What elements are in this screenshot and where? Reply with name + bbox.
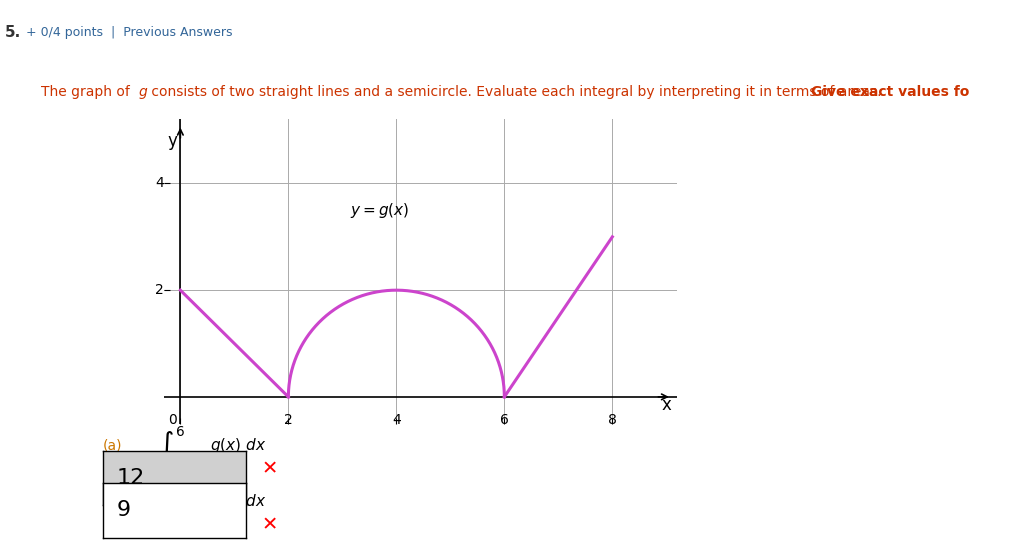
- Text: consists of two straight lines and a semicircle. Evaluate each integral by inter: consists of two straight lines and a sem…: [147, 85, 885, 99]
- Text: 0: 0: [168, 413, 176, 427]
- Text: 5.: 5.: [5, 25, 22, 40]
- Text: 9: 9: [117, 501, 131, 520]
- Text: $y = g(x)$: $y = g(x)$: [351, 201, 409, 220]
- Text: $\int_{2}^{8}$: $\int_{2}^{8}$: [159, 481, 186, 521]
- Text: The graph of: The graph of: [41, 85, 134, 99]
- Text: $g(x)\ dx$: $g(x)\ dx$: [210, 492, 267, 510]
- Text: g: g: [139, 85, 148, 99]
- Text: + 0/4 points  |  Previous Answers: + 0/4 points | Previous Answers: [26, 26, 232, 39]
- Text: 12: 12: [117, 468, 146, 488]
- Text: (a): (a): [103, 438, 122, 452]
- Text: ✕: ✕: [262, 516, 278, 534]
- Text: 4: 4: [392, 413, 401, 427]
- Text: (b): (b): [103, 494, 122, 508]
- Text: 6: 6: [500, 413, 509, 427]
- Text: Give exact values fo: Give exact values fo: [811, 85, 969, 99]
- Text: 2: 2: [284, 413, 292, 427]
- Text: $g(x)\ dx$: $g(x)\ dx$: [210, 435, 267, 454]
- Text: $\int_{2}^{6}$: $\int_{2}^{6}$: [159, 425, 186, 465]
- Text: 8: 8: [608, 413, 617, 427]
- Text: 4: 4: [155, 176, 164, 191]
- Text: y: y: [167, 132, 177, 150]
- Text: ✕: ✕: [262, 459, 278, 478]
- Text: 2: 2: [155, 283, 164, 297]
- Text: x: x: [662, 396, 671, 414]
